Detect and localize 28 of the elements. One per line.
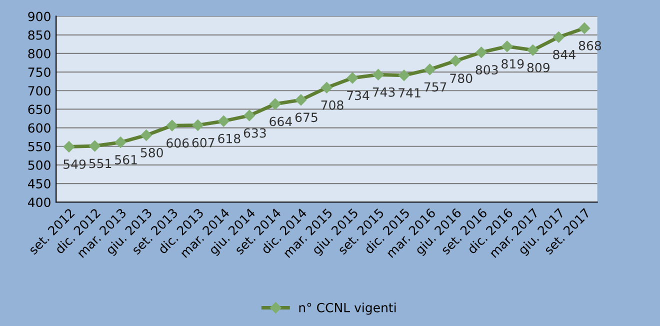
y-tick-label: 750 [28, 68, 50, 77]
data-label: 809 [527, 62, 550, 72]
data-label: 607 [192, 138, 214, 148]
y-tick-label: 650 [28, 104, 50, 114]
data-label: 675 [295, 112, 318, 122]
data-label: 757 [424, 82, 446, 92]
data-label: 580 [140, 148, 163, 158]
data-label: 780 [450, 74, 472, 84]
y-tick-label: 800 [28, 48, 50, 58]
data-label: 561 [115, 155, 137, 164]
y-tick-label: 600 [28, 123, 50, 133]
y-tick-label: 450 [28, 179, 50, 188]
data-label: 708 [321, 100, 344, 110]
y-tick-label: 400 [28, 198, 50, 208]
y-tick-label: 850 [28, 30, 50, 40]
legend-label: n° CCNL vigenti [299, 302, 396, 315]
data-label: 741 [398, 88, 420, 98]
y-tick-label: 500 [28, 160, 50, 170]
data-label: 618 [218, 134, 240, 144]
data-label: 606 [166, 138, 189, 148]
y-tick-label: 700 [28, 86, 50, 96]
y-tick-label: 550 [28, 142, 50, 152]
y-tick-label: 900 [28, 12, 50, 22]
data-label: 664 [270, 116, 292, 126]
data-label: 633 [244, 128, 266, 138]
data-label: 734 [347, 90, 370, 100]
data-label: 868 [578, 40, 602, 50]
data-label: 819 [502, 59, 524, 69]
